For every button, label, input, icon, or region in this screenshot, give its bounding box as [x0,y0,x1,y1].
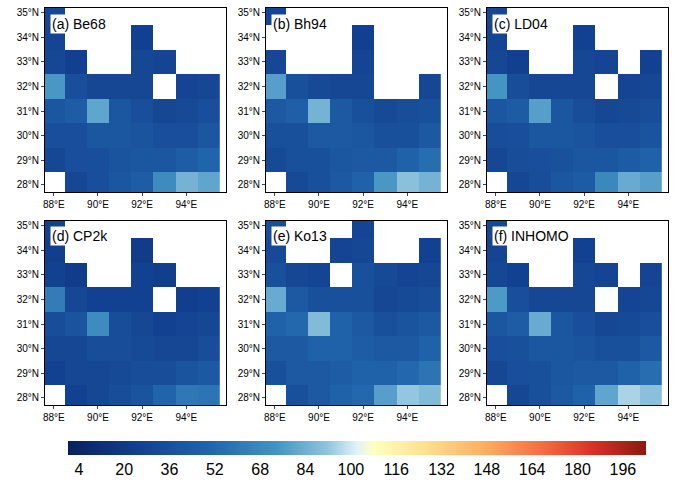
svg-text:32°N: 32°N [17,81,39,92]
svg-text:164: 164 [519,461,546,478]
svg-text:34°N: 34°N [238,245,260,256]
svg-text:30°N: 30°N [459,130,481,141]
svg-text:52: 52 [206,461,224,478]
svg-text:(a) Be68: (a) Be68 [52,16,106,32]
svg-text:33°N: 33°N [459,56,481,67]
svg-text:29°N: 29°N [17,368,39,379]
svg-text:34°N: 34°N [17,32,39,43]
svg-text:90°E: 90°E [308,199,330,210]
svg-text:84: 84 [297,461,315,478]
svg-text:92°E: 92°E [131,412,153,423]
svg-text:28°N: 28°N [17,392,39,403]
svg-text:33°N: 33°N [17,56,39,67]
svg-text:30°N: 30°N [459,343,481,354]
svg-text:32°N: 32°N [459,81,481,92]
svg-text:94°E: 94°E [617,412,639,423]
svg-text:88°E: 88°E [264,199,286,210]
svg-text:36: 36 [161,461,179,478]
svg-text:(d) CP2k: (d) CP2k [52,228,108,244]
svg-text:33°N: 33°N [238,269,260,280]
svg-text:(c) LD04: (c) LD04 [494,16,548,32]
svg-text:28°N: 28°N [17,179,39,190]
svg-text:94°E: 94°E [617,199,639,210]
svg-text:94°E: 94°E [396,412,418,423]
svg-text:90°E: 90°E [87,199,109,210]
svg-text:88°E: 88°E [43,412,65,423]
svg-text:4: 4 [74,461,83,478]
svg-text:35°N: 35°N [17,220,39,231]
svg-text:32°N: 32°N [459,294,481,305]
svg-text:35°N: 35°N [459,7,481,18]
svg-text:180: 180 [564,461,591,478]
svg-text:31°N: 31°N [459,106,481,117]
svg-text:92°E: 92°E [352,412,374,423]
svg-text:34°N: 34°N [459,245,481,256]
svg-text:92°E: 92°E [352,199,374,210]
svg-text:30°N: 30°N [17,343,39,354]
svg-text:148: 148 [473,461,500,478]
svg-text:92°E: 92°E [131,199,153,210]
svg-text:88°E: 88°E [264,412,286,423]
svg-text:32°N: 32°N [238,81,260,92]
svg-text:92°E: 92°E [573,199,595,210]
svg-text:30°N: 30°N [238,343,260,354]
svg-text:35°N: 35°N [17,7,39,18]
svg-text:31°N: 31°N [17,319,39,330]
svg-text:35°N: 35°N [459,220,481,231]
svg-text:28°N: 28°N [459,392,481,403]
svg-text:68: 68 [251,461,269,478]
svg-text:28°N: 28°N [238,179,260,190]
svg-text:29°N: 29°N [17,155,39,166]
svg-text:31°N: 31°N [238,106,260,117]
svg-text:(b) Bh94: (b) Bh94 [273,16,327,32]
svg-text:34°N: 34°N [17,245,39,256]
svg-text:33°N: 33°N [459,269,481,280]
svg-text:29°N: 29°N [238,368,260,379]
svg-text:116: 116 [383,461,409,478]
svg-text:32°N: 32°N [17,294,39,305]
svg-text:33°N: 33°N [17,269,39,280]
svg-text:92°E: 92°E [573,412,595,423]
svg-text:30°N: 30°N [17,130,39,141]
svg-text:31°N: 31°N [238,319,260,330]
svg-text:196: 196 [609,461,636,478]
svg-text:28°N: 28°N [238,392,260,403]
svg-text:31°N: 31°N [459,319,481,330]
svg-text:88°E: 88°E [485,412,507,423]
svg-text:90°E: 90°E [87,412,109,423]
svg-text:90°E: 90°E [529,199,551,210]
svg-text:94°E: 94°E [175,199,197,210]
svg-text:(f) INHOMO: (f) INHOMO [494,228,569,244]
svg-text:94°E: 94°E [175,412,197,423]
svg-text:20: 20 [115,461,133,478]
svg-text:35°N: 35°N [238,220,260,231]
svg-text:35°N: 35°N [238,7,260,18]
svg-text:28°N: 28°N [459,179,481,190]
svg-text:132: 132 [428,461,455,478]
svg-text:90°E: 90°E [308,412,330,423]
svg-text:29°N: 29°N [459,368,481,379]
svg-text:34°N: 34°N [238,32,260,43]
svg-text:30°N: 30°N [238,130,260,141]
svg-text:29°N: 29°N [238,155,260,166]
svg-text:88°E: 88°E [43,199,65,210]
svg-text:94°E: 94°E [396,199,418,210]
svg-text:29°N: 29°N [459,155,481,166]
svg-text:100: 100 [337,461,364,478]
svg-text:32°N: 32°N [238,294,260,305]
svg-text:31°N: 31°N [17,106,39,117]
svg-text:90°E: 90°E [529,412,551,423]
svg-text:34°N: 34°N [459,32,481,43]
svg-text:(e) Ko13: (e) Ko13 [273,228,327,244]
svg-text:88°E: 88°E [485,199,507,210]
svg-text:33°N: 33°N [238,56,260,67]
